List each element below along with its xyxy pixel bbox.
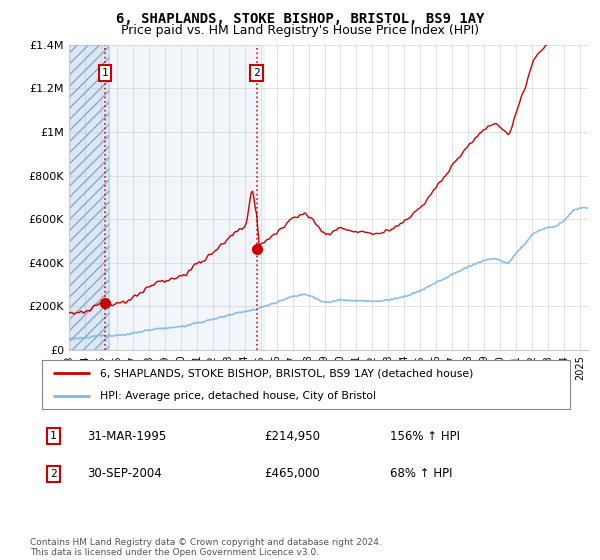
Text: Price paid vs. HM Land Registry's House Price Index (HPI): Price paid vs. HM Land Registry's House …	[121, 24, 479, 36]
Bar	[69, 45, 264, 350]
Text: 1: 1	[101, 68, 109, 78]
Bar	[69, 45, 109, 350]
Text: 1: 1	[50, 431, 56, 441]
Text: 156% ↑ HPI: 156% ↑ HPI	[391, 430, 460, 442]
Text: £214,950: £214,950	[264, 430, 320, 442]
Text: 31-MAR-1995: 31-MAR-1995	[87, 430, 166, 442]
Text: £465,000: £465,000	[264, 467, 320, 480]
Text: 6, SHAPLANDS, STOKE BISHOP, BRISTOL, BS9 1AY (detached house): 6, SHAPLANDS, STOKE BISHOP, BRISTOL, BS9…	[100, 368, 473, 379]
Text: 2: 2	[253, 68, 260, 78]
Text: 2: 2	[50, 469, 56, 479]
Text: 6, SHAPLANDS, STOKE BISHOP, BRISTOL, BS9 1AY: 6, SHAPLANDS, STOKE BISHOP, BRISTOL, BS9…	[116, 12, 484, 26]
Text: 30-SEP-2004: 30-SEP-2004	[87, 467, 161, 480]
Bar	[69, 45, 109, 350]
Text: Contains HM Land Registry data © Crown copyright and database right 2024.
This d: Contains HM Land Registry data © Crown c…	[30, 538, 382, 557]
Text: HPI: Average price, detached house, City of Bristol: HPI: Average price, detached house, City…	[100, 391, 376, 402]
Text: 68% ↑ HPI: 68% ↑ HPI	[391, 467, 453, 480]
